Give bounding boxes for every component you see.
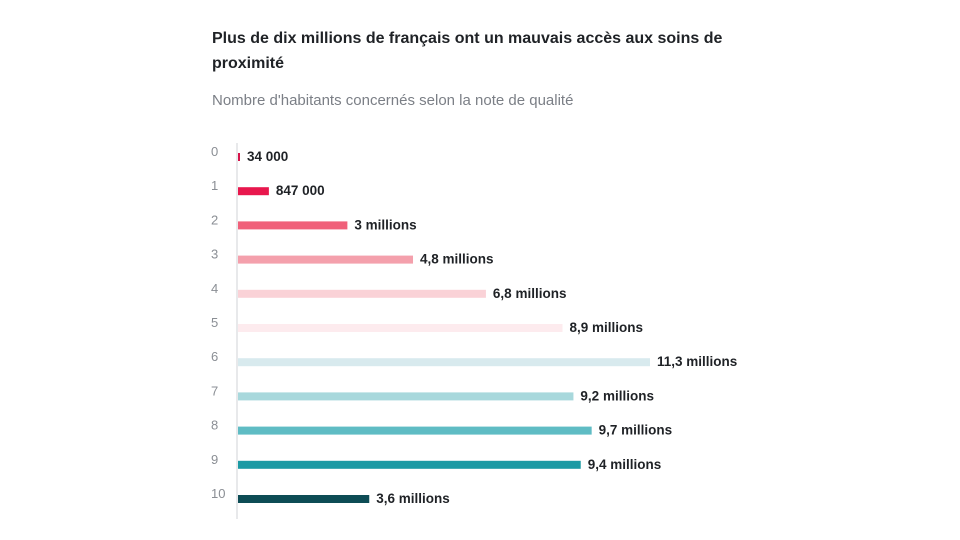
chart-title: Plus de dix millions de français ont un … bbox=[212, 30, 723, 72]
bars-group: 34 000 847 000 3 millions 4,8 millions 6,8 m… bbox=[238, 149, 737, 506]
y-tick-label: 0 bbox=[211, 144, 218, 159]
y-tick-label: 7 bbox=[211, 383, 218, 398]
bar-3 bbox=[238, 255, 414, 264]
y-tick-label: 1 bbox=[211, 178, 218, 193]
bar-1 bbox=[238, 187, 269, 196]
data-label-4: 6,8 millions bbox=[493, 286, 567, 301]
chart-container: Plus de dix millions de français ont un … bbox=[212, 26, 792, 111]
y-tick-label: 3 bbox=[211, 247, 218, 262]
data-label-5: 8,9 millions bbox=[569, 320, 643, 335]
data-label-9: 9,4 millions bbox=[588, 457, 662, 472]
data-label-7: 9,2 millions bbox=[580, 388, 654, 403]
axis-group: 0 1 2 3 4 5 6 7 8 9 10 bbox=[211, 143, 238, 519]
chart-subtitle: Nombre d'habitants concernés selon la no… bbox=[212, 92, 574, 109]
y-tick-label: 2 bbox=[211, 212, 218, 227]
bar-4 bbox=[238, 289, 486, 298]
y-tick-label: 9 bbox=[211, 452, 218, 467]
data-label-3: 4,8 millions bbox=[420, 252, 494, 267]
bar-6 bbox=[238, 358, 650, 367]
bar-0 bbox=[238, 153, 240, 161]
bar-7 bbox=[238, 392, 574, 401]
bar-8 bbox=[238, 426, 592, 435]
bar-10 bbox=[238, 495, 370, 503]
bar-9 bbox=[238, 460, 581, 469]
data-label-0: 34 000 bbox=[247, 149, 288, 164]
data-label-10: 3,6 millions bbox=[376, 491, 450, 506]
data-label-2: 3 millions bbox=[354, 217, 416, 232]
data-label-1: 847 000 bbox=[276, 183, 325, 198]
y-tick-label: 10 bbox=[211, 486, 225, 501]
data-label-8: 9,7 millions bbox=[599, 423, 673, 438]
y-tick-label: 4 bbox=[211, 281, 218, 296]
y-tick-label: 8 bbox=[211, 418, 218, 433]
y-tick-label: 6 bbox=[211, 349, 218, 364]
bar-5 bbox=[238, 324, 563, 332]
y-tick-label: 5 bbox=[211, 315, 218, 330]
data-label-6: 11,3 millions bbox=[657, 354, 737, 369]
bar-2 bbox=[238, 221, 348, 230]
